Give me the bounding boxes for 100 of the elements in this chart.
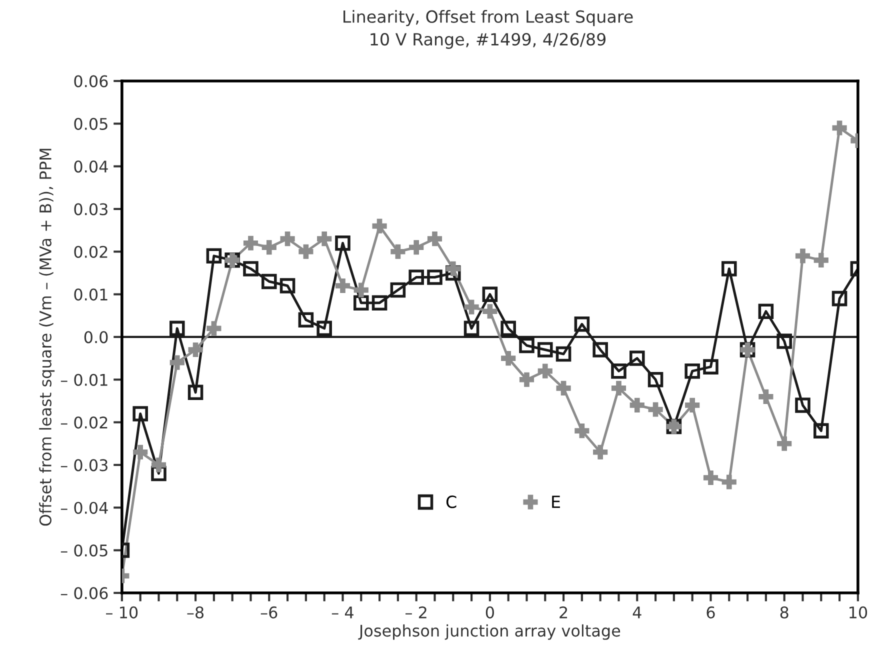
point: [611, 380, 626, 396]
point: [758, 304, 774, 320]
y-tick-label: – 0.02: [60, 416, 108, 429]
point: [721, 261, 737, 276]
point: [188, 342, 203, 358]
point: [133, 444, 148, 460]
y-tick-label: 0.03: [74, 203, 108, 216]
point: [464, 320, 480, 336]
y-tick-label: – 0.01: [60, 374, 108, 386]
point: [556, 380, 571, 396]
point: [298, 312, 314, 328]
point: [722, 474, 736, 490]
point: [188, 384, 204, 400]
point: [776, 334, 792, 349]
x-tick-label: – 4: [332, 606, 354, 618]
point: [538, 364, 552, 378]
point: [354, 295, 369, 310]
y-tick-label: 0.02: [74, 246, 108, 258]
point: [390, 244, 406, 259]
point: [262, 274, 277, 290]
point: [482, 286, 498, 302]
chart-title: Linearity, Offset from Least Square: [344, 10, 633, 26]
point: [170, 320, 185, 336]
point: [814, 252, 828, 268]
point: [408, 270, 424, 285]
point: [316, 320, 332, 336]
point: [630, 398, 644, 413]
legend-label: C: [446, 496, 456, 508]
y-tick-label: 0.0: [84, 331, 108, 344]
y-tick-label: – 0.03: [60, 459, 108, 472]
point: [574, 424, 590, 438]
point: [832, 120, 847, 136]
y-axis-title: Offset from least square (Vm – (MVa + B)), PPM: [39, 148, 55, 526]
point: [372, 295, 388, 310]
point: [206, 248, 222, 264]
point: [206, 321, 222, 336]
x-tick-label: – 10: [106, 606, 138, 618]
point: [243, 236, 258, 250]
y-tick-label: 0.05: [74, 118, 108, 130]
y-tick-label: 0.06: [74, 75, 108, 88]
point: [427, 270, 442, 285]
point: [500, 320, 516, 336]
x-axis-title: Josephson junction array voltage: [358, 624, 620, 640]
point: [151, 458, 166, 472]
y-tick-label: – 0.05: [60, 544, 108, 557]
point: [611, 363, 626, 379]
x-tick-label: 8: [780, 606, 788, 618]
point: [593, 444, 608, 460]
point: [151, 466, 166, 482]
y-tick-label: – 0.06: [60, 587, 108, 600]
point: [648, 402, 663, 417]
point: [280, 278, 296, 294]
x-tick-label: – 2: [406, 606, 426, 618]
point: [519, 372, 534, 387]
legend-label: E: [552, 496, 560, 508]
point: [648, 372, 664, 388]
chart-subtitle: 10 V Range, #1499, 4/26/89: [370, 32, 606, 49]
point: [574, 316, 590, 332]
point: [335, 235, 350, 251]
x-tick-label: –8: [187, 606, 204, 618]
x-tick-label: 6: [706, 606, 715, 618]
point: [685, 398, 700, 413]
point: [170, 355, 184, 370]
x-tick-label: –6: [260, 606, 278, 618]
point: [537, 342, 553, 358]
point: [409, 240, 424, 255]
point: [464, 300, 479, 314]
point: [501, 350, 516, 366]
point: [317, 232, 332, 246]
y-tick-label: 0.01: [74, 288, 108, 301]
point: [390, 282, 406, 298]
point: [335, 278, 350, 294]
point: [813, 423, 829, 438]
point: [758, 389, 774, 404]
x-tick-label: 4: [632, 606, 642, 618]
point: [446, 261, 460, 276]
point: [629, 350, 645, 366]
point: [132, 406, 148, 422]
point: [446, 265, 461, 281]
point: [372, 218, 387, 234]
point: [795, 248, 810, 264]
point: [556, 346, 572, 362]
point: [262, 240, 276, 255]
y-tick-label: 0.04: [74, 160, 108, 173]
point: [298, 244, 314, 259]
point: [354, 282, 368, 298]
x-tick-label: 10: [850, 606, 868, 618]
x-tick-label: 0: [486, 606, 494, 618]
point: [482, 304, 498, 319]
point: [243, 261, 258, 276]
point: [832, 290, 848, 306]
point: [427, 232, 442, 246]
y-tick-label: – 0.04: [60, 502, 108, 514]
x-tick-label: 2: [560, 606, 568, 618]
point: [795, 398, 810, 413]
point: [592, 342, 608, 358]
point: [703, 359, 718, 374]
point: [280, 232, 295, 246]
point: [777, 436, 792, 451]
point: [519, 338, 534, 354]
